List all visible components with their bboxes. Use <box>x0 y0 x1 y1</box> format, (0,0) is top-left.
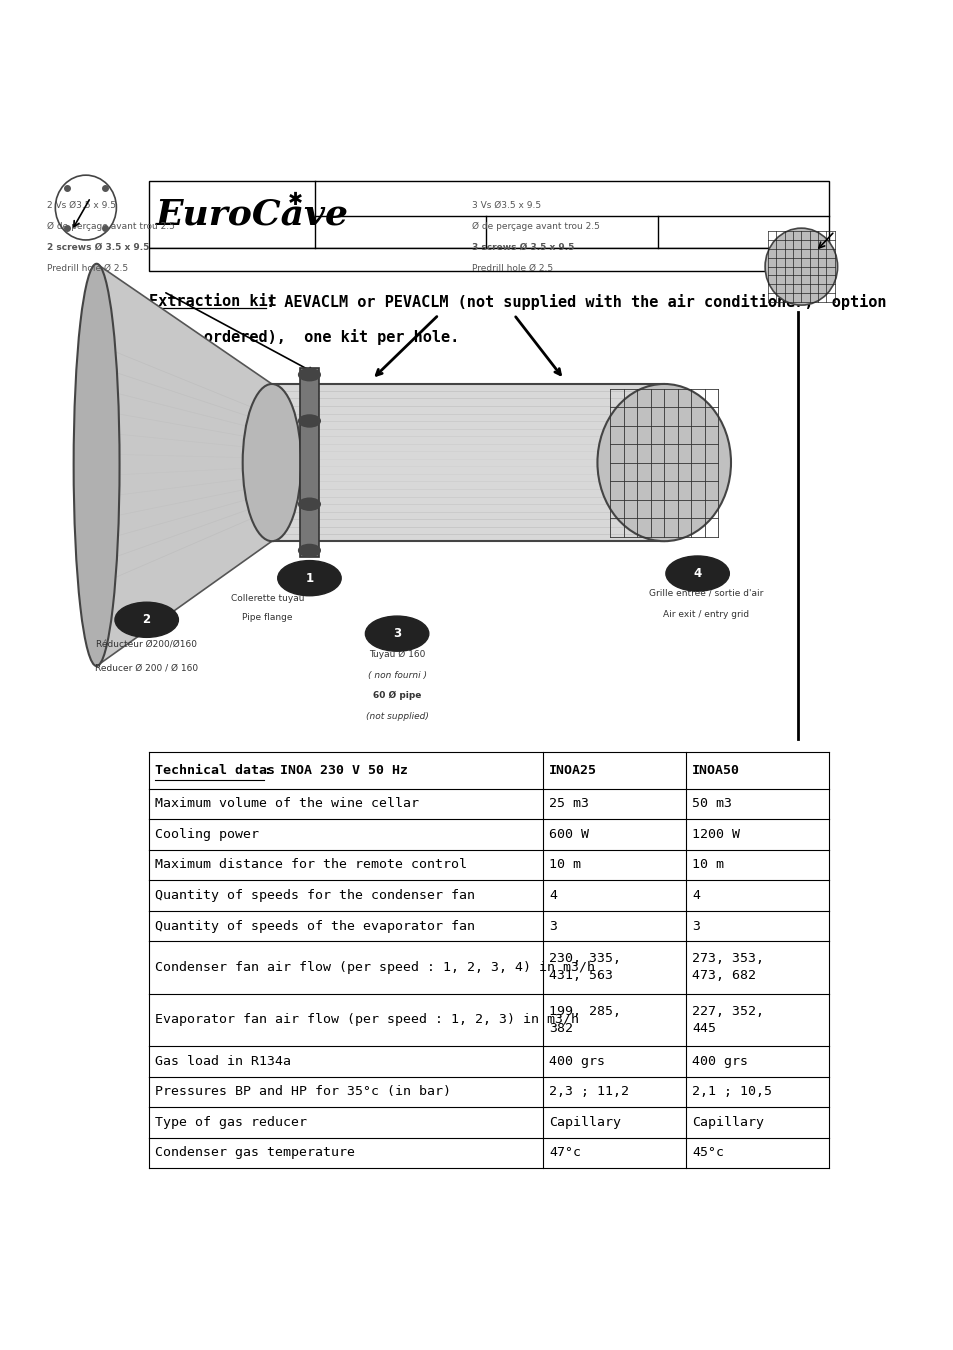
Circle shape <box>298 369 320 381</box>
Text: Capillary: Capillary <box>691 1116 763 1129</box>
Text: INOA25: INOA25 <box>549 764 597 778</box>
Polygon shape <box>272 383 663 541</box>
Text: 230, 335,
431, 563: 230, 335, 431, 563 <box>549 953 620 983</box>
Circle shape <box>665 556 729 591</box>
Bar <box>149 248 828 271</box>
Text: Maximum distance for the remote control: Maximum distance for the remote control <box>154 859 466 872</box>
Circle shape <box>277 560 341 595</box>
Circle shape <box>764 228 837 305</box>
Text: Predrill hole Ø 2.5: Predrill hole Ø 2.5 <box>47 263 128 273</box>
Polygon shape <box>96 263 272 666</box>
Text: 2,3 ; 11,2: 2,3 ; 11,2 <box>549 1085 629 1099</box>
Text: 3: 3 <box>393 628 401 640</box>
Circle shape <box>115 602 178 637</box>
Text: Reducer Ø 200 / Ø 160: Reducer Ø 200 / Ø 160 <box>95 664 198 672</box>
Text: Gas load in R134a: Gas load in R134a <box>154 1054 291 1068</box>
Text: 45°c: 45°c <box>691 1146 723 1160</box>
Text: Réducteur Ø200/Ø160: Réducteur Ø200/Ø160 <box>96 640 197 649</box>
Text: ✱: ✱ <box>288 190 302 209</box>
Ellipse shape <box>597 383 730 541</box>
Text: 400 grs: 400 grs <box>691 1054 747 1068</box>
Text: 600 W: 600 W <box>549 828 589 841</box>
Text: 273, 353,
473, 682: 273, 353, 473, 682 <box>691 953 763 983</box>
Text: Pressures BP and HP for 35°c (in bar): Pressures BP and HP for 35°c (in bar) <box>154 1085 450 1099</box>
Text: INOA50: INOA50 <box>691 764 740 778</box>
Text: Ø de perçage avant trou 2.5: Ø de perçage avant trou 2.5 <box>47 221 174 231</box>
Text: 3 screws Ø 3.5 x 9.5: 3 screws Ø 3.5 x 9.5 <box>472 243 574 252</box>
Text: Grille entrée / sortie d'air: Grille entrée / sortie d'air <box>648 590 762 598</box>
Text: 47°c: 47°c <box>549 1146 580 1160</box>
Text: 50 m3: 50 m3 <box>691 798 731 810</box>
Text: 3 Vs Ø3.5 x 9.5: 3 Vs Ø3.5 x 9.5 <box>472 201 540 211</box>
Text: 400 grs: 400 grs <box>549 1054 604 1068</box>
Text: EuroCave: EuroCave <box>156 197 349 231</box>
Text: 3: 3 <box>691 919 700 933</box>
Text: Pipe flange: Pipe flange <box>242 613 293 622</box>
Bar <box>149 181 828 248</box>
Text: Technical datas: Technical datas <box>154 764 274 778</box>
Circle shape <box>298 544 320 556</box>
Text: 4: 4 <box>549 890 557 902</box>
Circle shape <box>298 498 320 510</box>
Text: 1200 W: 1200 W <box>691 828 740 841</box>
Text: Quantity of speeds for the condenser fan: Quantity of speeds for the condenser fan <box>154 890 475 902</box>
Text: Collerette tuyau: Collerette tuyau <box>231 594 304 603</box>
Text: 60 Ø pipe: 60 Ø pipe <box>373 691 421 701</box>
Text: 10 m: 10 m <box>691 859 723 872</box>
Text: : INOA 230 V 50 Hz: : INOA 230 V 50 Hz <box>264 764 408 778</box>
Text: (not supplied): (not supplied) <box>365 713 428 721</box>
Text: ( non fourni ): ( non fourni ) <box>367 671 426 679</box>
Text: Ø de perçage avant trou 2.5: Ø de perçage avant trou 2.5 <box>472 221 599 231</box>
Text: Evaporator fan air flow (per speed : 1, 2, 3) in m3/h: Evaporator fan air flow (per speed : 1, … <box>154 1014 578 1026</box>
Ellipse shape <box>73 263 119 666</box>
Text: Condenser gas temperature: Condenser gas temperature <box>154 1146 355 1160</box>
Text: Predrill hole Ø 2.5: Predrill hole Ø 2.5 <box>472 263 553 273</box>
Text: 4: 4 <box>693 567 701 580</box>
Text: : AEVACLM or PEVACLM (not supplied with the air conditioner,  option: : AEVACLM or PEVACLM (not supplied with … <box>265 294 885 310</box>
Polygon shape <box>300 367 318 558</box>
Text: Extraction kit: Extraction kit <box>149 294 276 309</box>
Text: 2: 2 <box>142 613 151 626</box>
Text: 2 Vs Ø3.5 x 9.5: 2 Vs Ø3.5 x 9.5 <box>47 201 115 211</box>
Text: Air exit / entry grid: Air exit / entry grid <box>662 610 748 620</box>
Text: Quantity of speeds of the evaporator fan: Quantity of speeds of the evaporator fan <box>154 919 475 933</box>
Text: 3: 3 <box>549 919 557 933</box>
Text: 1: 1 <box>305 571 314 585</box>
Text: 227, 352,
445: 227, 352, 445 <box>691 1004 763 1035</box>
Text: 10 m: 10 m <box>549 859 580 872</box>
Text: Condenser fan air flow (per speed : 1, 2, 3, 4) in m3/h: Condenser fan air flow (per speed : 1, 2… <box>154 961 594 973</box>
Circle shape <box>298 414 320 427</box>
Text: 4: 4 <box>691 890 700 902</box>
Text: 2,1 ; 10,5: 2,1 ; 10,5 <box>691 1085 771 1099</box>
Circle shape <box>365 616 429 651</box>
Text: Maximum volume of the wine cellar: Maximum volume of the wine cellar <box>154 798 418 810</box>
Text: to be ordered),  one kit per hole.: to be ordered), one kit per hole. <box>149 329 458 346</box>
Text: 25 m3: 25 m3 <box>549 798 589 810</box>
Ellipse shape <box>242 383 301 541</box>
Text: Type of gas reducer: Type of gas reducer <box>154 1116 307 1129</box>
Text: Cooling power: Cooling power <box>154 828 258 841</box>
Text: 199, 285,
382: 199, 285, 382 <box>549 1004 620 1035</box>
Text: Capillary: Capillary <box>549 1116 620 1129</box>
Text: Tuyau Ø 160: Tuyau Ø 160 <box>369 649 425 659</box>
Text: 2 screws Ø 3.5 x 9.5: 2 screws Ø 3.5 x 9.5 <box>47 243 149 252</box>
